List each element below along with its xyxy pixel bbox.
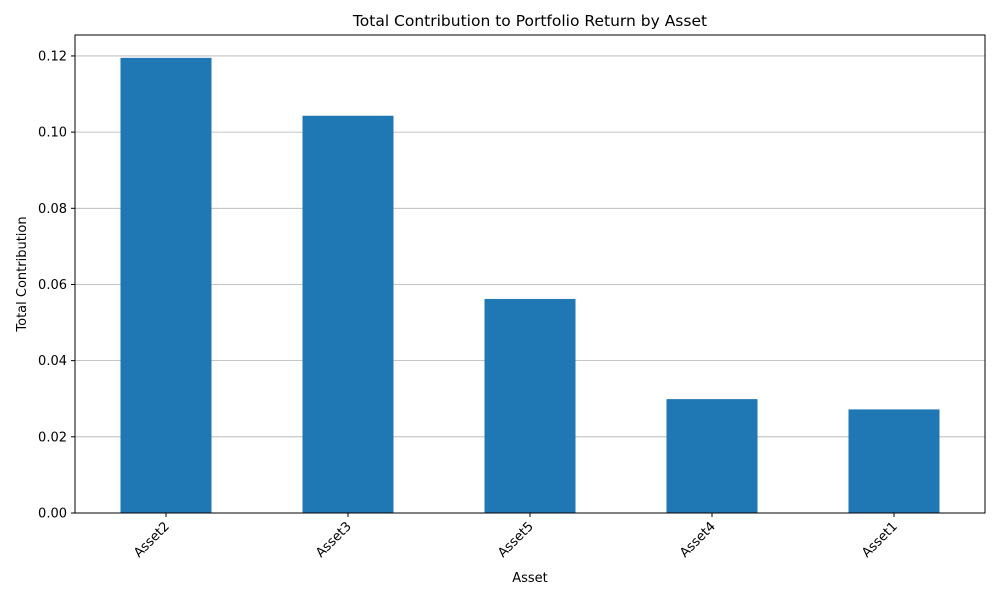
y-tick-label: 0.00 [38, 507, 67, 522]
chart-title: Total Contribution to Portfolio Return b… [352, 12, 707, 30]
bar-asset3 [302, 115, 394, 513]
y-axis-label: Total Contribution [15, 216, 30, 332]
bars [120, 57, 940, 513]
y-tick-label: 0.12 [38, 49, 67, 64]
y-tick-label: 0.08 [38, 202, 67, 217]
y-ticks: 0.00 0.02 0.04 0.06 0.08 0.10 0.12 [38, 49, 75, 522]
y-tick-label: 0.02 [38, 430, 67, 445]
bar-asset5 [484, 298, 576, 513]
bar-asset2 [120, 57, 212, 513]
bar-asset4 [666, 399, 758, 513]
y-tick-label: 0.04 [38, 354, 67, 369]
x-axis-label: Asset [512, 571, 548, 586]
bar-asset1 [848, 409, 940, 513]
y-tick-label: 0.06 [38, 278, 67, 293]
y-tick-label: 0.10 [38, 126, 67, 141]
